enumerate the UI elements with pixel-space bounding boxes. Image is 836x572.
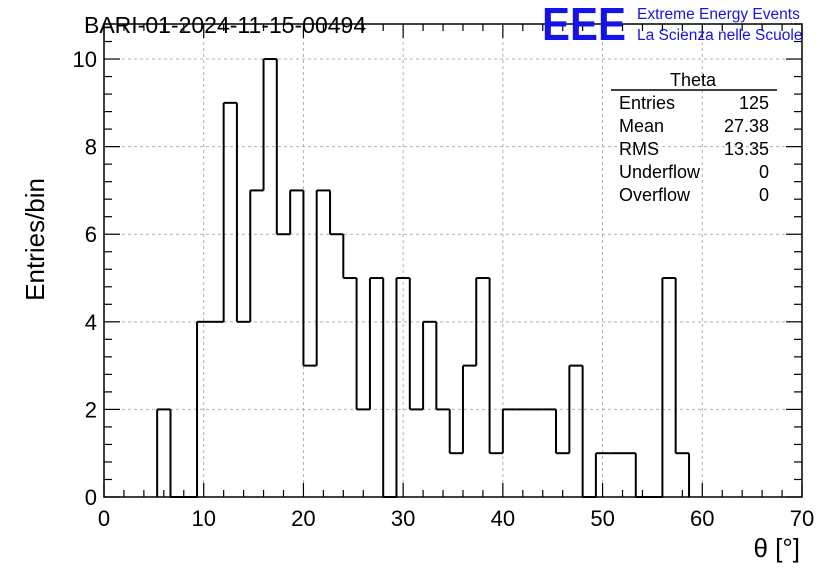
stats-row-label: Underflow [619,162,701,182]
stats-row-value: 27.38 [724,116,769,136]
histogram-bin [249,189,264,322]
stats-row-label: RMS [619,139,659,159]
x-tick-label: 40 [491,506,515,531]
stats-row-label: Mean [619,116,664,136]
eee-logo-line2: La Scienza nelle Scuole [637,27,802,44]
x-tick-label: 20 [291,506,315,531]
eee-logo-mark: EEE [542,0,626,50]
histogram-bin [448,409,463,455]
histogram-bin [342,234,357,280]
histogram-bin [222,101,237,322]
y-tick-label: 6 [85,222,97,247]
y-tick-label: 2 [85,397,97,422]
histogram-bin [329,190,344,236]
plot-frame [103,23,803,498]
grid-lines [104,24,802,497]
histogram-bin [461,364,477,454]
histogram-bin [368,277,384,410]
stats-row-value: 0 [759,185,769,205]
histogram-bin [169,409,184,498]
stats-row-label: Entries [619,93,675,113]
histogram-bin [302,190,317,367]
stats-row-value: 13.35 [724,139,769,159]
x-tick-label: 70 [790,506,814,531]
histogram-bin [435,321,450,411]
histogram-bin [315,189,331,366]
tick-labels: 0 10 20 30 40 50 60 70 0 2 4 6 8 10 [73,47,815,531]
histogram-bin [382,278,397,498]
eee-logo: EEE Extreme Energy Events La Scienza nel… [542,0,802,50]
x-tick-label: 50 [590,506,614,531]
histogram-bin [674,278,691,497]
x-tick-label: 30 [391,506,415,531]
stats-rows: Entries 125 Mean 27.38 RMS 13.35 Underflow 0 Ove… [619,93,769,205]
histogram-bin [594,452,610,497]
x-tick-label: 10 [191,506,215,531]
histogram-bin [581,365,596,498]
eee-logo-line1: Extreme Energy Events [637,6,800,23]
x-tick-label: 0 [98,506,110,531]
ticks [103,23,803,498]
stats-row-label: Overflow [619,185,691,205]
histogram-bin [235,102,251,323]
histogram-bins [156,58,691,498]
histogram-bin [475,277,490,366]
histogram-bin [289,189,304,235]
stats-row-value: 0 [759,162,769,182]
histogram-bin [355,278,370,411]
stats-box-title: Theta [670,70,717,90]
histogram-bin [661,277,676,497]
histogram-bin [555,409,570,455]
histogram-bin [422,320,437,410]
y-tick-label: 4 [85,310,97,335]
stats-box: Theta Entries 125 Mean 27.38 RMS 13.35 Underfl… [611,70,777,205]
histogram-bin [262,58,277,191]
axes [103,23,803,498]
y-tick-label: 8 [85,135,97,160]
x-axis-label: θ [°] [753,533,800,563]
histogram-bin [275,59,291,236]
histogram-bin [156,408,171,497]
histogram-bin [501,408,517,454]
histogram-bin [488,278,503,455]
y-tick-label: 0 [85,485,97,510]
histogram-bin [196,320,211,497]
histogram-bin [568,364,583,454]
histogram-bin [408,278,424,411]
y-tick-label: 10 [73,47,97,72]
x-tick-label: 60 [690,506,714,531]
chart-title: BARI-01-2024-11-15-00494 [84,12,366,38]
stats-row-value: 125 [739,93,769,113]
y-axis-label: Entries/bin [20,178,50,301]
histogram-bin [395,277,410,497]
